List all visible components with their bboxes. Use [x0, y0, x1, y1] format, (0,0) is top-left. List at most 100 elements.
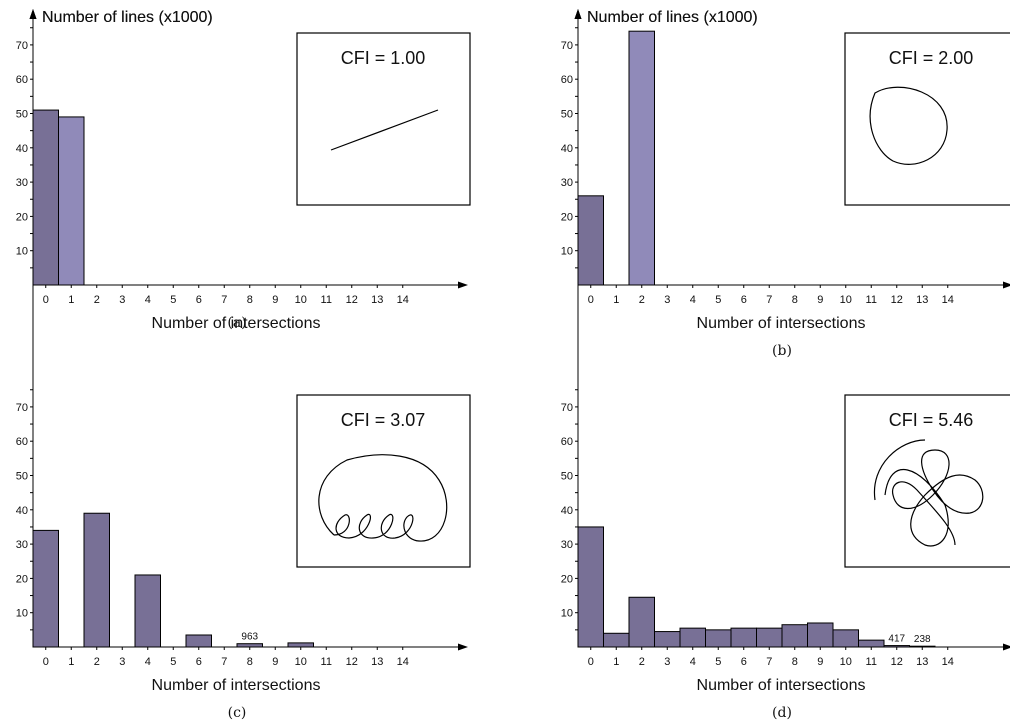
x-tick-label: 3	[664, 656, 670, 668]
x-tick-label: 2	[639, 294, 645, 306]
x-tick-label: 1	[613, 294, 619, 306]
x-axis-label: Number of intersections	[152, 315, 321, 332]
bar	[756, 627, 783, 648]
cfi-label: CFI = 3.07	[341, 410, 426, 430]
y-tick-label: 70	[16, 40, 28, 52]
bar	[628, 596, 655, 648]
y-tick-label: 10	[561, 246, 573, 258]
x-tick-label: 2	[94, 656, 100, 668]
data-label: 963	[241, 632, 258, 643]
x-tick-label: 5	[170, 294, 176, 306]
x-tick-label: 13	[371, 294, 383, 306]
x-tick-label: 7	[766, 294, 772, 306]
y-tick-label: 30	[561, 539, 573, 551]
panel-caption: (d)	[772, 705, 792, 721]
inset-curve	[318, 454, 448, 542]
data-label: 417	[888, 634, 905, 645]
y-tick-label: 30	[561, 177, 573, 189]
x-tick-label: 6	[196, 294, 202, 306]
inset-frame	[296, 32, 471, 206]
y-tick-label: 70	[16, 402, 28, 414]
x-tick-label: 10	[295, 656, 307, 668]
y-tick-label: 20	[561, 573, 573, 585]
x-tick-label: 14	[942, 656, 954, 668]
x-tick-label: 9	[272, 294, 278, 306]
bar	[858, 639, 885, 648]
x-tick-label: 3	[119, 656, 125, 668]
x-tick-label: 14	[942, 294, 954, 306]
y-tick-label: 20	[16, 211, 28, 223]
bar	[909, 645, 936, 648]
x-tick-label: 11	[866, 294, 877, 306]
bar	[83, 512, 110, 648]
x-tick-label: 4	[145, 294, 151, 306]
x-tick-label: 7	[221, 294, 227, 306]
x-tick-label: 12	[891, 656, 903, 668]
x-tick-label: 13	[916, 656, 928, 668]
cfi-label: CFI = 5.46	[889, 410, 974, 430]
x-tick-label: 3	[119, 294, 125, 306]
cfi-label: CFI = 2.00	[889, 48, 974, 68]
inset-curve	[869, 86, 948, 165]
x-tick-label: 9	[272, 656, 278, 668]
bar	[628, 30, 655, 286]
panel-caption: (b)	[772, 343, 792, 359]
inset-curve	[330, 109, 439, 151]
x-tick-label: 12	[346, 656, 358, 668]
bar	[58, 116, 85, 286]
x-tick-label: 8	[792, 656, 798, 668]
y-axis-label: Number of lines (x1000)	[587, 9, 758, 26]
x-tick-label: 9	[817, 656, 823, 668]
x-tick-label: 5	[715, 294, 721, 306]
bar	[185, 634, 212, 648]
x-tick-label: 14	[397, 294, 409, 306]
x-axis-arrow	[458, 643, 468, 651]
inset-box: CFI = 2.00	[844, 32, 1010, 206]
y-tick-label: 60	[561, 74, 573, 86]
x-tick-label: 13	[916, 294, 928, 306]
y-tick-label: 10	[16, 608, 28, 620]
x-tick-label: 6	[196, 656, 202, 668]
y-tick-label: 50	[16, 471, 28, 483]
data-label: 238	[914, 634, 931, 645]
x-tick-label: 12	[891, 294, 903, 306]
y-axis-arrow	[29, 9, 37, 19]
y-tick-label: 40	[561, 143, 573, 155]
x-tick-label: 0	[588, 656, 594, 668]
inset-box: CFI = 3.07	[296, 394, 471, 568]
bar	[32, 529, 59, 648]
y-tick-label: 30	[16, 177, 28, 189]
y-tick-label: 40	[16, 505, 28, 517]
bar	[781, 624, 808, 648]
y-tick-label: 20	[561, 211, 573, 223]
inset-frame	[296, 394, 471, 568]
inset-box: CFI = 5.46	[844, 394, 1010, 568]
x-tick-label: 9	[817, 294, 823, 306]
x-tick-label: 6	[741, 294, 747, 306]
bar	[603, 632, 630, 648]
x-tick-label: 13	[371, 656, 383, 668]
x-axis-arrow	[458, 281, 468, 289]
x-tick-label: 1	[613, 656, 619, 668]
bar	[134, 574, 161, 648]
x-tick-label: 11	[866, 656, 877, 668]
inset-curve	[873, 439, 984, 547]
x-axis-label: Number of intersections	[697, 315, 866, 332]
y-tick-label: 60	[561, 436, 573, 448]
panel-caption: (a)	[227, 315, 246, 331]
y-tick-label: 10	[16, 246, 28, 258]
bar	[287, 642, 314, 648]
cfi-label: CFI = 1.00	[341, 48, 426, 68]
x-tick-label: 5	[170, 656, 176, 668]
x-axis-arrow	[1003, 643, 1010, 651]
inset-frame	[844, 32, 1010, 206]
bar	[577, 195, 604, 286]
inset-box: CFI = 1.00	[296, 32, 471, 206]
x-tick-label: 0	[43, 656, 49, 668]
bar	[807, 622, 834, 648]
y-axis-label: Number of lines (x1000)	[42, 9, 213, 26]
